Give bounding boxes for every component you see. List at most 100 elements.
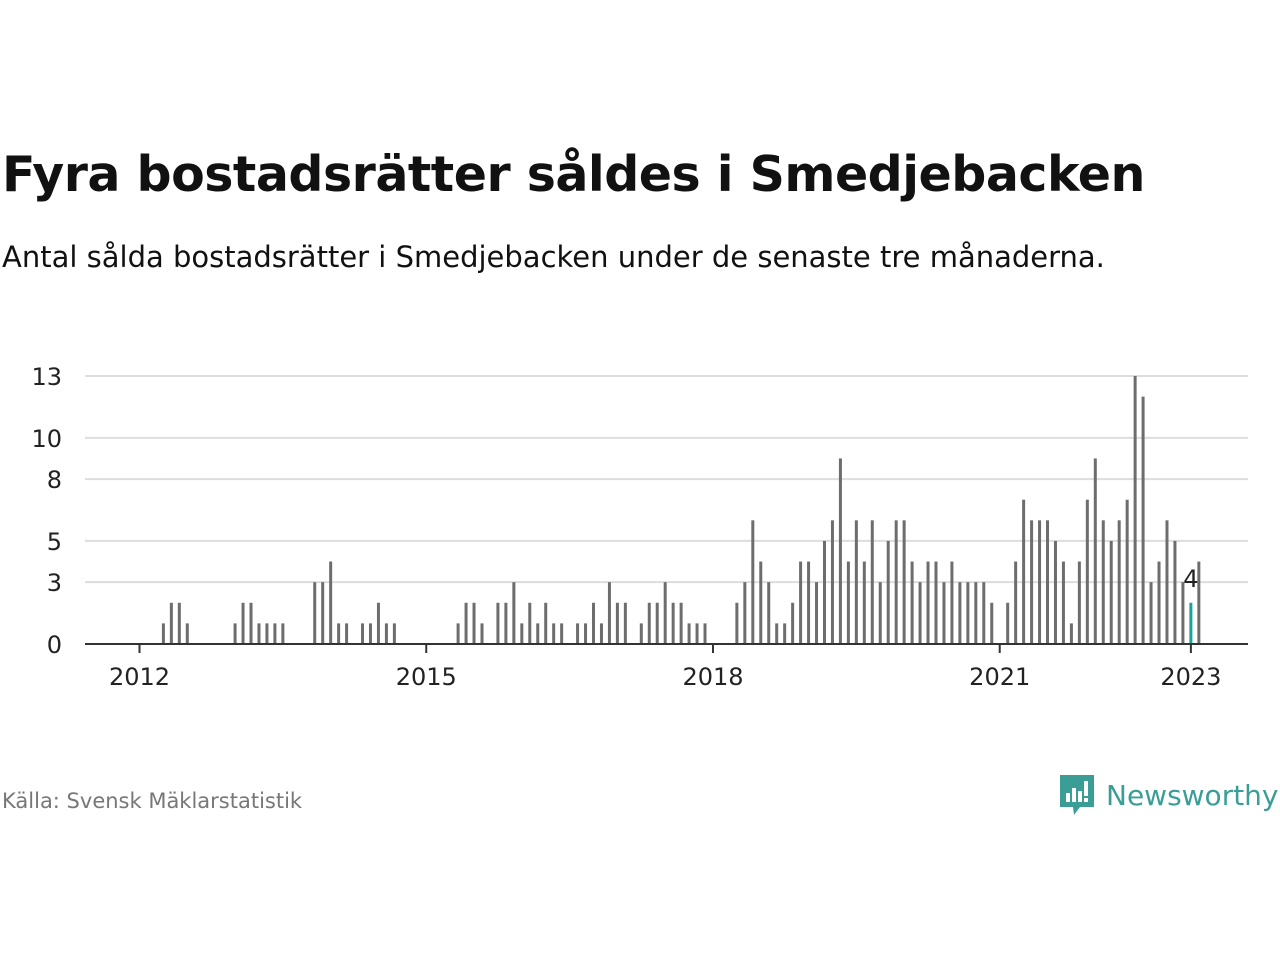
- bar: [1077, 561, 1081, 644]
- bar: [639, 623, 643, 644]
- bar: [520, 623, 524, 644]
- bar: [1014, 561, 1018, 644]
- bar: [663, 582, 667, 644]
- y-tick-label: 3: [47, 569, 62, 597]
- chart-subtitle: Antal sålda bostadsrätter i Smedjebacken…: [2, 240, 1105, 274]
- bar: [1165, 520, 1169, 644]
- bar: [376, 602, 380, 644]
- bar: [584, 623, 588, 644]
- bar: [552, 623, 556, 644]
- bar: [329, 561, 333, 644]
- y-tick-label: 0: [47, 631, 62, 659]
- bar: [1133, 376, 1137, 644]
- x-tick-label: 2021: [969, 663, 1030, 691]
- bar: [1022, 499, 1026, 644]
- bar: [464, 602, 468, 644]
- bar: [1197, 561, 1201, 644]
- bar: [177, 602, 181, 644]
- bar: [918, 582, 922, 644]
- bar: [655, 602, 659, 644]
- bar: [958, 582, 962, 644]
- x-tick-label: 2012: [109, 663, 170, 691]
- bar: [1061, 561, 1065, 644]
- bar: [368, 623, 372, 644]
- bar: [687, 623, 691, 644]
- bar: [241, 602, 245, 644]
- bar: [1069, 623, 1073, 644]
- bar: [512, 582, 516, 644]
- bar: [496, 602, 500, 644]
- bar: [695, 623, 699, 644]
- bar: [990, 602, 994, 644]
- bar: [265, 623, 269, 644]
- bar: [982, 582, 986, 644]
- bar: [886, 540, 890, 644]
- bar: [313, 582, 317, 644]
- bar: [854, 520, 858, 644]
- bar: [767, 582, 771, 644]
- bar: [607, 582, 611, 644]
- bar: [337, 623, 341, 644]
- bar: [759, 561, 763, 644]
- bar: [273, 623, 277, 644]
- bar: [902, 520, 906, 644]
- bar: [392, 623, 396, 644]
- bar: [233, 623, 237, 644]
- bar: [592, 602, 596, 644]
- x-tick-label: 2015: [396, 663, 457, 691]
- bar: [480, 623, 484, 644]
- bar: [185, 623, 189, 644]
- bar: [830, 520, 834, 644]
- brand-logo[interactable]: Newsworthy: [1058, 773, 1279, 817]
- bar: [1085, 499, 1089, 644]
- bar: [1053, 540, 1057, 644]
- bar: [791, 602, 795, 644]
- bar: [910, 561, 914, 644]
- bar: [783, 623, 787, 644]
- y-tick-label: 5: [47, 528, 62, 556]
- bar: [1038, 520, 1042, 644]
- bar: [1149, 582, 1153, 644]
- bar-chart: 0 3 5 8 10 13 4 2012 2015 2018 2021 2023: [31, 363, 1248, 691]
- bar: [807, 561, 811, 644]
- bar: [1093, 458, 1097, 644]
- bar: [974, 582, 978, 644]
- bar: [1181, 582, 1185, 644]
- bar: [504, 602, 508, 644]
- bar: [1046, 520, 1050, 644]
- x-tick-label: 2018: [682, 663, 743, 691]
- bar: [345, 623, 349, 644]
- bar: [472, 602, 476, 644]
- bar: [862, 561, 866, 644]
- bar: [1125, 499, 1129, 644]
- bar: [942, 582, 946, 644]
- bar: [950, 561, 954, 644]
- highlight-value-label: 4: [1183, 565, 1198, 593]
- bar: [671, 602, 675, 644]
- bar: [169, 602, 173, 644]
- bar: [926, 561, 930, 644]
- bar: [257, 623, 261, 644]
- brand-name: Newsworthy: [1106, 778, 1279, 812]
- bar: [456, 623, 460, 644]
- bar-highlight: [1189, 602, 1193, 644]
- bar: [966, 582, 970, 644]
- bar: [894, 520, 898, 644]
- newsworthy-logo-icon: [1060, 775, 1094, 815]
- bar: [528, 602, 532, 644]
- y-tick-label: 8: [47, 466, 62, 494]
- bar: [536, 623, 540, 644]
- bar: [1141, 396, 1145, 644]
- bar: [1173, 540, 1177, 644]
- bar: [1101, 520, 1105, 644]
- bar: [775, 623, 779, 644]
- x-tick-label: 2023: [1160, 663, 1221, 691]
- bar: [249, 602, 253, 644]
- bar: [599, 623, 603, 644]
- bar: [703, 623, 707, 644]
- bar: [822, 540, 826, 644]
- bar: [751, 520, 755, 644]
- bar: [878, 582, 882, 644]
- bar: [799, 561, 803, 644]
- bar: [1117, 520, 1121, 644]
